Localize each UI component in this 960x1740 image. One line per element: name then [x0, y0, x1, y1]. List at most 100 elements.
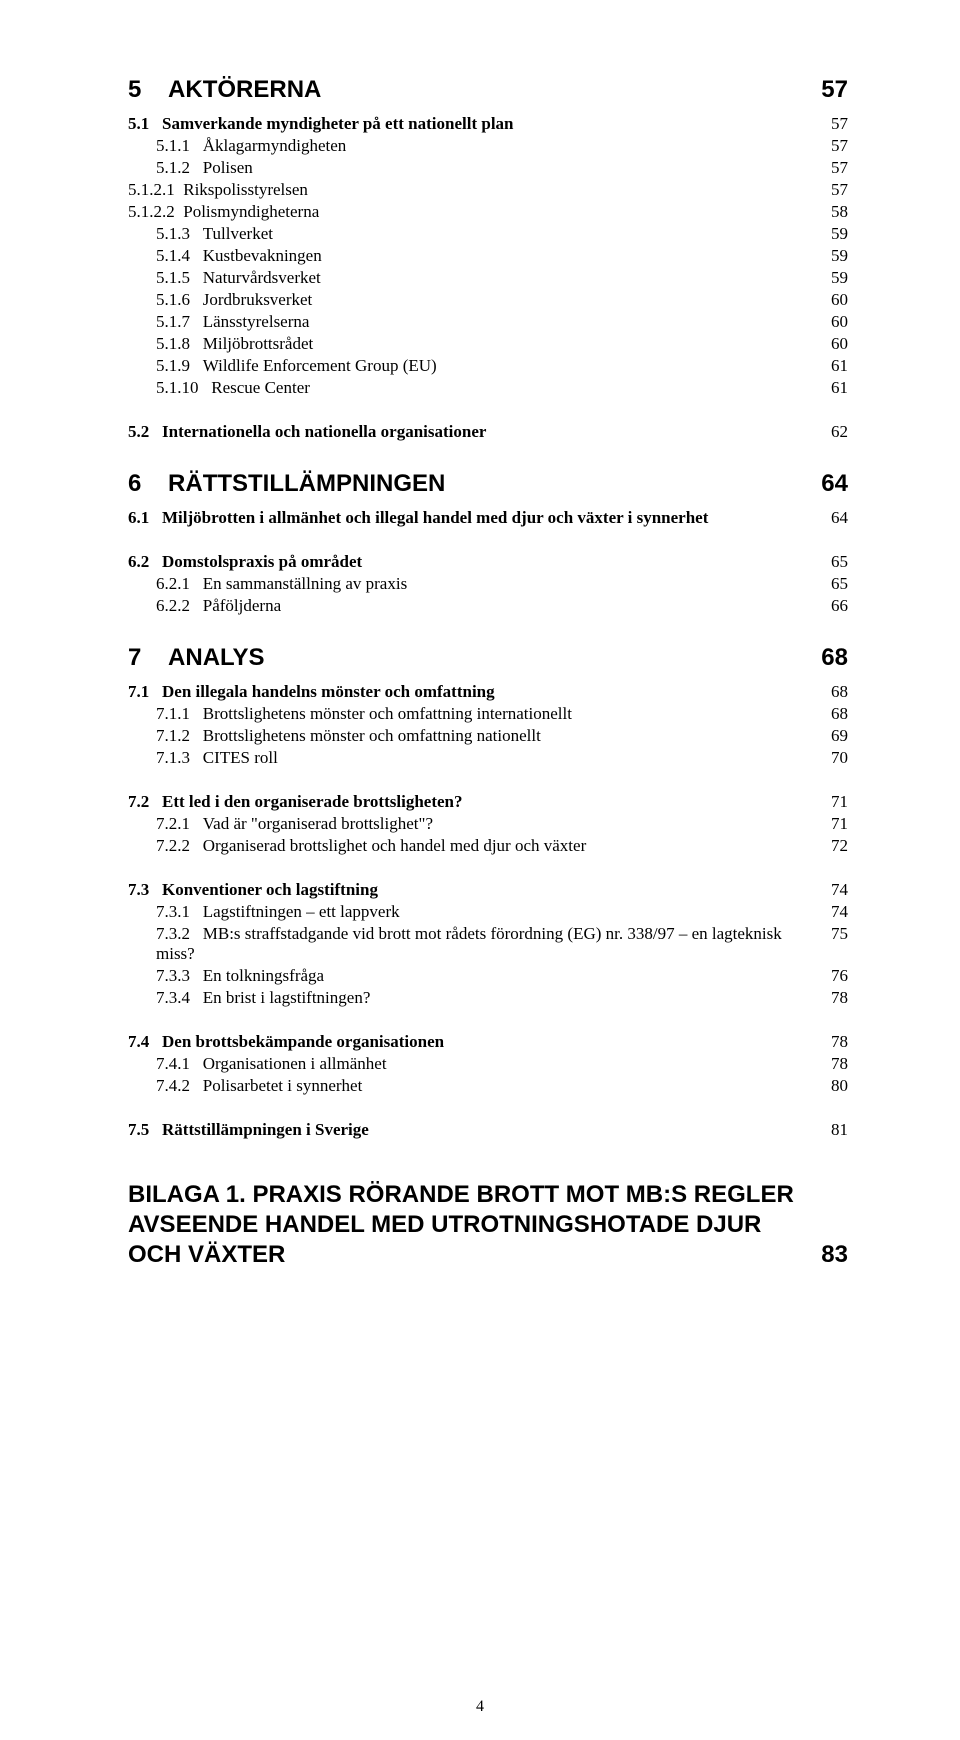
toc-row-entry: 5.1.4 Kustbevakningen59	[128, 246, 848, 266]
toc-number: 5.1.6	[156, 290, 190, 309]
toc-title: Kustbevakningen	[203, 246, 322, 265]
toc-title: Miljöbrotten i allmänhet och illegal han…	[162, 508, 708, 527]
toc-row-entry: 7.1.3 CITES roll70	[128, 748, 848, 768]
toc-title: Brottslighetens mönster och omfattning i…	[203, 704, 572, 723]
toc-title: En sammanställning av praxis	[203, 574, 407, 593]
toc-label: 5.1 Samverkande myndigheter på ett natio…	[128, 114, 816, 134]
toc-label: 7.2 Ett led i den organiserade brottslig…	[128, 792, 816, 812]
toc-row-entry: 7.3.3 En tolkningsfråga76	[128, 966, 848, 986]
toc-number: 5.2	[128, 422, 149, 441]
toc-row-entry: 7.2.2 Organiserad brottslighet och hande…	[128, 836, 848, 856]
toc-number: 5.1.2.1	[128, 180, 175, 199]
toc-title: Länsstyrelserna	[203, 312, 310, 331]
toc-number: 7.3.4	[156, 988, 190, 1007]
toc-page: 71	[816, 792, 848, 812]
toc-label: 5.2 Internationella och nationella organ…	[128, 422, 816, 442]
toc-number: 7.1.3	[156, 748, 190, 767]
toc-number: 7.2.2	[156, 836, 190, 855]
toc-page: 72	[816, 836, 848, 856]
toc-title: Lagstiftningen – ett lappverk	[203, 902, 400, 921]
toc-row-heading: 5.1 Samverkande myndigheter på ett natio…	[128, 114, 848, 134]
toc-label: 5.1.8 Miljöbrottsrådet	[156, 334, 816, 354]
toc-title: Brottslighetens mönster och omfattning n…	[203, 726, 541, 745]
toc-page: 81	[816, 1120, 848, 1140]
toc-title: Rikspolisstyrelsen	[183, 180, 308, 199]
toc-page: 74	[816, 880, 848, 900]
toc-row-heading: 5.2 Internationella och nationella organ…	[128, 422, 848, 442]
toc-number: 5.1.10	[156, 378, 199, 397]
toc-number: 5.1.4	[156, 246, 190, 265]
toc-title: Konventioner och lagstiftning	[162, 880, 378, 899]
toc-label: 7.4 Den brottsbekämpande organisationen	[128, 1032, 816, 1052]
toc-row-heading: 6.1 Miljöbrotten i allmänhet och illegal…	[128, 508, 848, 528]
toc-number: 5.1.7	[156, 312, 190, 331]
toc-gap	[128, 528, 848, 542]
toc-label: 5.1.10 Rescue Center	[156, 378, 816, 398]
toc-label: 6.2 Domstolspraxis på området	[128, 552, 816, 572]
toc-page: 80	[816, 1076, 848, 1096]
toc-label: 7.3.1 Lagstiftningen – ett lappverk	[156, 902, 816, 922]
toc-row-heading: 7.3 Konventioner och lagstiftning74	[128, 880, 848, 900]
toc-page: 60	[816, 290, 848, 310]
toc-title: Tullverket	[203, 224, 273, 243]
toc-label: 7.3.4 En brist i lagstiftningen?	[156, 988, 816, 1008]
toc-row-entry: 7.4.2 Polisarbetet i synnerhet80	[128, 1076, 848, 1096]
toc-title: Vad är "organiserad brottslighet"?	[203, 814, 433, 833]
toc-number: 5.1.3	[156, 224, 190, 243]
toc-gap	[128, 856, 848, 870]
toc-row-bilaga: BILAGA 1. PRAXIS RÖRANDE BROTT MOT MB:S …	[128, 1180, 848, 1270]
toc-page: 57	[816, 136, 848, 156]
toc-label: 7.4.1 Organisationen i allmänhet	[156, 1054, 816, 1074]
toc-row-entry: 7.4.1 Organisationen i allmänhet78	[128, 1054, 848, 1074]
toc-label: 5.1.6 Jordbruksverket	[156, 290, 816, 310]
toc-label: 7.2.1 Vad är "organiserad brottslighet"?	[156, 814, 816, 834]
toc-page: 57	[816, 158, 848, 178]
toc-title: Domstolspraxis på området	[162, 552, 362, 571]
toc-row-heading: 7.5 Rättstillämpningen i Sverige81	[128, 1120, 848, 1140]
toc-row-entry: 5.1.3 Tullverket59	[128, 224, 848, 244]
toc-row-chapter: 6 RÄTTSTILLÄMPNINGEN64	[128, 470, 848, 498]
toc-title: ANALYS	[168, 644, 264, 671]
toc-title: Åklagarmyndigheten	[203, 136, 347, 155]
toc-number: 5	[128, 76, 141, 103]
toc-label: BILAGA 1. PRAXIS RÖRANDE BROTT MOT MB:S …	[128, 1180, 816, 1270]
toc-number: 6.1	[128, 508, 149, 527]
toc-page: 62	[816, 422, 848, 442]
toc-number: 6.2.1	[156, 574, 190, 593]
toc-label: 5.1.9 Wildlife Enforcement Group (EU)	[156, 356, 816, 376]
toc-number: 7.1.1	[156, 704, 190, 723]
toc-label: 7.1.2 Brottslighetens mönster och omfatt…	[156, 726, 816, 746]
toc-page: 78	[816, 988, 848, 1008]
table-of-contents: 5 AKTÖRERNA575.1 Samverkande myndigheter…	[128, 76, 848, 1270]
toc-title: BILAGA 1. PRAXIS RÖRANDE BROTT MOT MB:S …	[128, 1181, 794, 1268]
toc-number: 6.2.2	[156, 596, 190, 615]
toc-row-entry: 5.1.1 Åklagarmyndigheten57	[128, 136, 848, 156]
toc-title: Samverkande myndigheter på ett nationell…	[162, 114, 514, 133]
page-number: 4	[0, 1698, 960, 1716]
toc-title: Den brottsbekämpande organisationen	[162, 1032, 444, 1051]
toc-number: 7.1.2	[156, 726, 190, 745]
toc-row-heading: 7.1 Den illegala handelns mönster och om…	[128, 682, 848, 702]
toc-title: Ett led i den organiserade brottslighete…	[162, 792, 462, 811]
toc-number: 7.3.3	[156, 966, 190, 985]
toc-row-subentry: 5.1.2.2 Polismyndigheterna58	[128, 202, 848, 222]
toc-page: 71	[816, 814, 848, 834]
toc-gap	[128, 768, 848, 782]
toc-number: 7.3.1	[156, 902, 190, 921]
toc-number: 7	[128, 644, 141, 671]
toc-number: 7.3.2	[156, 924, 190, 943]
toc-label: 7.1 Den illegala handelns mönster och om…	[128, 682, 816, 702]
toc-title: En tolkningsfråga	[203, 966, 324, 985]
toc-title: Den illegala handelns mönster och omfatt…	[162, 682, 495, 701]
toc-row-entry: 7.3.2 MB:s straffstadgande vid brott mot…	[128, 924, 848, 964]
toc-label: 7.3.3 En tolkningsfråga	[156, 966, 816, 986]
toc-gap	[128, 1096, 848, 1110]
toc-label: 5.1.7 Länsstyrelserna	[156, 312, 816, 332]
toc-label: 6.2.2 Påföljderna	[156, 596, 816, 616]
toc-page: 74	[816, 902, 848, 922]
toc-title: Jordbruksverket	[203, 290, 313, 309]
toc-label: 6.2.1 En sammanställning av praxis	[156, 574, 816, 594]
toc-number: 5.1	[128, 114, 149, 133]
toc-row-entry: 7.3.4 En brist i lagstiftningen?78	[128, 988, 848, 1008]
toc-number: 5.1.5	[156, 268, 190, 287]
